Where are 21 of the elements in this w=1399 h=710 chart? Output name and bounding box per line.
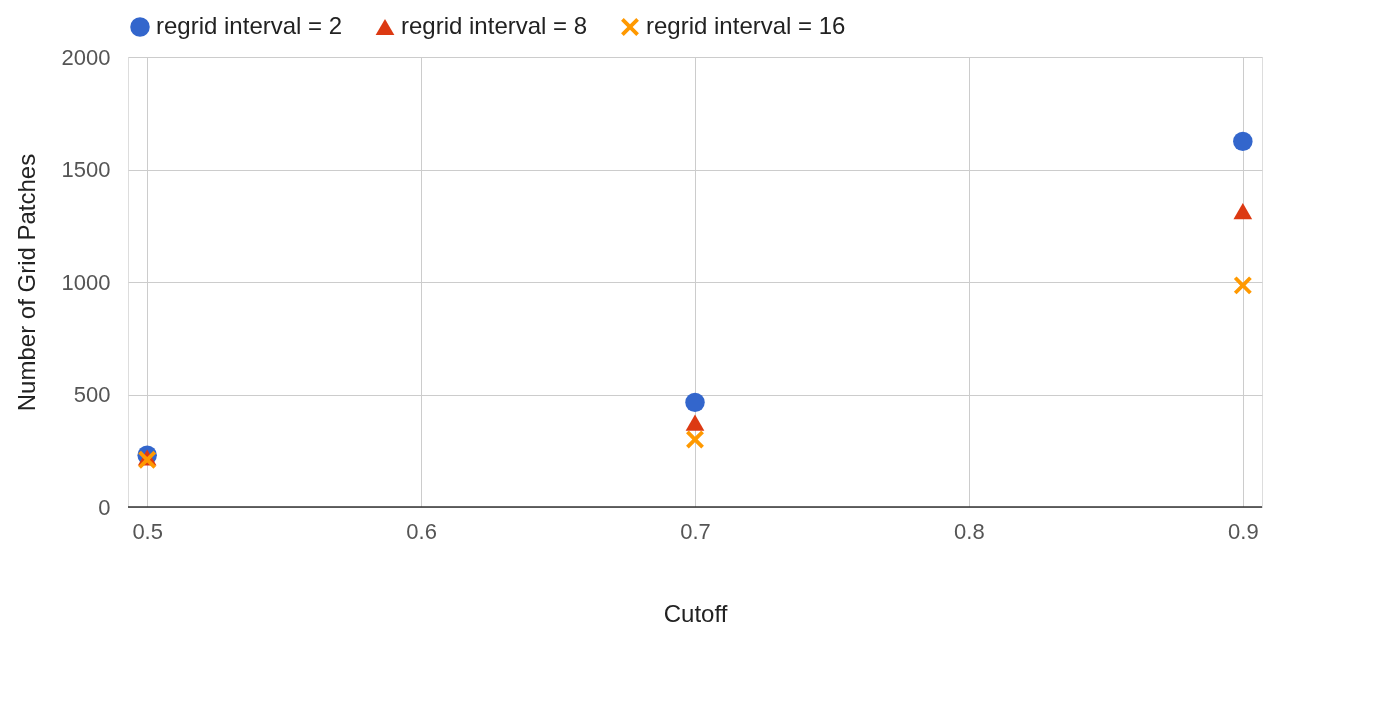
x-tick-label: 0.5 — [132, 518, 163, 544]
point — [685, 392, 705, 413]
y-tick-label: 500 — [73, 382, 111, 407]
legend-label: regrid interval = 16 — [646, 12, 846, 39]
y-tick-label: 2000 — [61, 44, 111, 70]
x-tick-label: 0.9 — [1228, 518, 1259, 544]
point — [685, 414, 705, 431]
x-tick-label: 0.7 — [680, 518, 711, 544]
point — [686, 430, 704, 449]
y-tick-label: 1000 — [61, 269, 111, 295]
legend-label: regrid interval = 8 — [401, 12, 588, 39]
y-tick-label: 0 — [98, 494, 111, 520]
point — [1233, 276, 1252, 295]
point — [1233, 131, 1253, 152]
legend-label: regrid interval = 2 — [156, 12, 343, 39]
y-axis-title: Number of Grid Patches — [12, 153, 40, 412]
point — [1233, 203, 1253, 220]
x-tick-label: 0.6 — [406, 518, 437, 544]
x-tick-label: 0.8 — [954, 518, 985, 544]
y-tick-label: 1500 — [61, 157, 111, 182]
x-axis-title: Cutoff — [663, 599, 728, 627]
